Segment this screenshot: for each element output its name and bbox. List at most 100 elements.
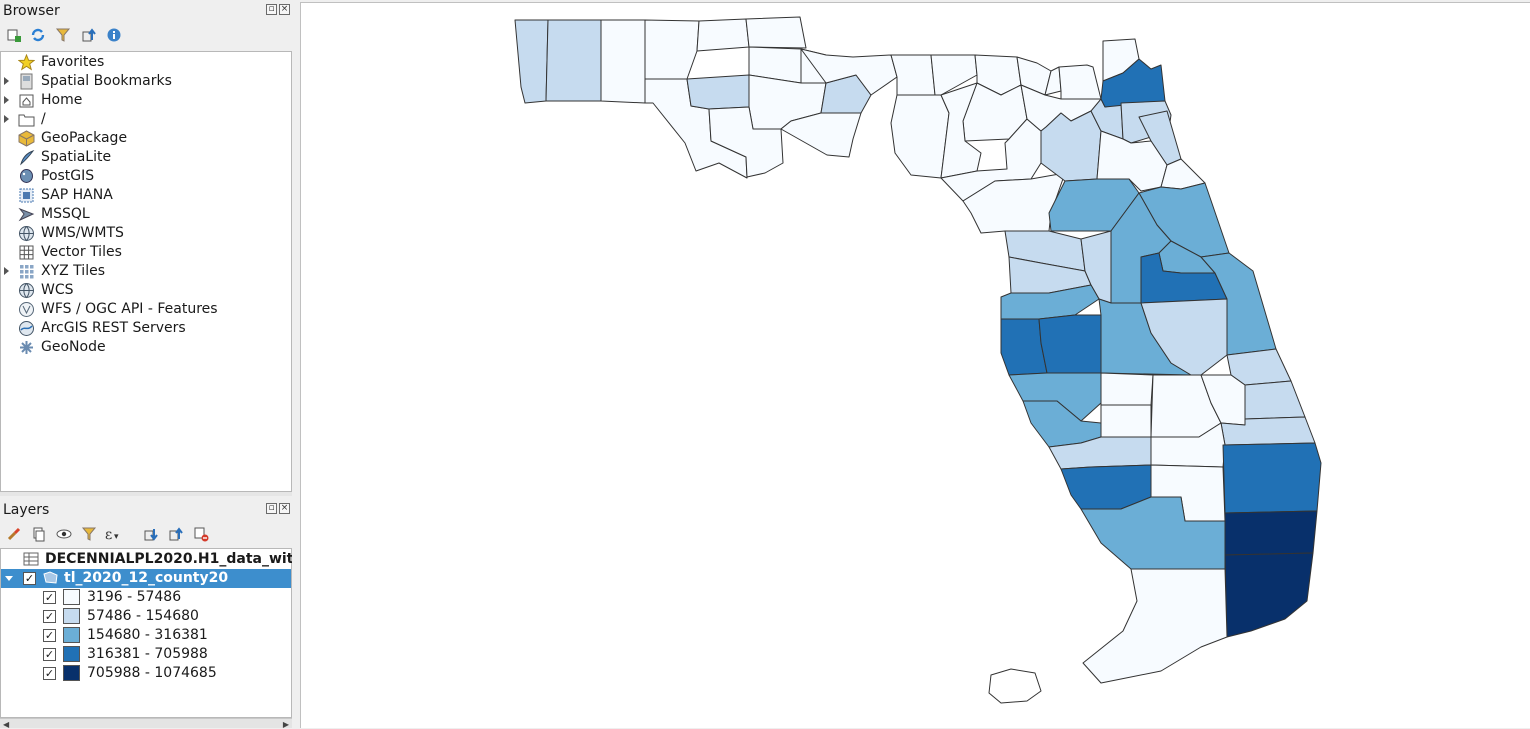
browser-item[interactable]: SpatiaLite <box>1 148 291 167</box>
filter-icon <box>55 28 71 42</box>
browser-item-label: XYZ Tiles <box>41 263 105 279</box>
geonode-icon <box>18 339 35 356</box>
browser-item[interactable]: SAP HANA <box>1 186 291 205</box>
county-polygon <box>1058 64 1102 100</box>
legend-color-swatch <box>63 627 80 643</box>
county-polygon <box>644 19 700 80</box>
scroll-left-icon[interactable]: ◀ <box>3 720 10 729</box>
layers-horizontal-scrollbar[interactable]: ◀ ▶ <box>0 718 292 729</box>
browser-item[interactable]: WFS / OGC API - Features <box>1 300 291 319</box>
folder-icon <box>18 111 35 128</box>
collapse-arrow-icon[interactable] <box>5 576 13 581</box>
filter-browser-button[interactable] <box>52 24 74 46</box>
browser-item[interactable]: Favorites <box>1 53 291 72</box>
legend-class-row[interactable]: ✓ 705988 - 1074685 <box>1 664 291 683</box>
legend-class-checkbox[interactable]: ✓ <box>43 610 56 623</box>
county-polygon <box>890 94 950 179</box>
county-polygon <box>1038 314 1102 374</box>
add-selected-layers-button[interactable] <box>3 24 25 46</box>
svg-text:ε: ε <box>105 527 112 542</box>
map-canvas[interactable] <box>300 2 1530 728</box>
browser-item-label: WMS/WMTS <box>41 225 124 241</box>
browser-item[interactable]: MSSQL <box>1 205 291 224</box>
layer-visibility-checkbox[interactable]: ✓ <box>23 572 36 585</box>
layer-row-county[interactable]: ✓ tl_2020_12_county20 <box>1 569 291 588</box>
globe-icon <box>18 282 35 299</box>
polygon-layer-icon <box>43 571 58 584</box>
filter-by-expression-button[interactable]: ε ▾ <box>104 523 126 545</box>
layer-row-table[interactable]: DECENNIALPL2020.H1_data_with_ <box>1 550 310 569</box>
remove-layer-icon <box>194 527 209 542</box>
browser-item[interactable]: GeoPackage <box>1 129 291 148</box>
browser-panel: Browser ▫ × Favorites Spatial Bookmarks Ho… <box>0 0 292 492</box>
browser-item[interactable]: / <box>1 110 291 129</box>
browser-item[interactable]: Home <box>1 91 291 110</box>
scroll-right-icon[interactable]: ▶ <box>282 720 289 729</box>
browser-item[interactable]: WCS <box>1 281 291 300</box>
expand-arrow-icon[interactable] <box>4 267 9 275</box>
dock-splitter[interactable] <box>292 0 300 728</box>
legend-class-row[interactable]: ✓ 57486 - 154680 <box>1 607 291 626</box>
legend-class-checkbox[interactable]: ✓ <box>43 648 56 661</box>
refresh-icon <box>31 28 45 42</box>
expand-arrow-icon[interactable] <box>4 96 9 104</box>
legend-class-checkbox[interactable]: ✓ <box>43 591 56 604</box>
county-polygon <box>1100 404 1152 438</box>
collapse-all-icon <box>82 28 96 42</box>
legend-class-row[interactable]: ✓ 3196 - 57486 <box>1 588 291 607</box>
florida-county-map <box>514 16 1322 704</box>
county-polygon <box>890 54 936 96</box>
collapse-all-button[interactable] <box>78 24 100 46</box>
county-polygon <box>1222 442 1322 514</box>
grid-icon <box>18 244 35 261</box>
browser-item[interactable]: Vector Tiles <box>1 243 291 262</box>
browser-item-label: MSSQL <box>41 206 90 222</box>
collapse-all-button[interactable] <box>165 523 187 545</box>
browser-item-label: GeoNode <box>41 339 106 355</box>
browser-item[interactable]: ArcGIS REST Servers <box>1 319 291 338</box>
add-group-icon <box>33 527 45 542</box>
manage-visibility-button[interactable] <box>53 523 75 545</box>
legend-class-checkbox[interactable]: ✓ <box>43 667 56 680</box>
browser-item[interactable]: WMS/WMTS <box>1 224 291 243</box>
browser-item-label: WCS <box>41 282 74 298</box>
legend-class-label: 154680 - 316381 <box>87 627 208 643</box>
expand-all-button[interactable] <box>140 523 162 545</box>
browser-item[interactable]: PostGIS <box>1 167 291 186</box>
float-panel-button[interactable]: ▫ <box>266 4 277 15</box>
close-panel-button[interactable]: × <box>279 4 290 15</box>
remove-layer-button[interactable] <box>190 523 212 545</box>
panel-splitter[interactable] <box>0 492 292 496</box>
browser-tree[interactable]: Favorites Spatial Bookmarks Home / GeoPackag… <box>0 51 292 492</box>
expand-arrow-icon[interactable] <box>4 115 9 123</box>
expand-arrow-icon[interactable] <box>4 77 9 85</box>
add-group-button[interactable] <box>28 523 50 545</box>
paintbrush-icon <box>7 527 21 541</box>
browser-panel-title: Browser <box>3 3 60 19</box>
legend-class-label: 316381 - 705988 <box>87 646 208 662</box>
properties-button[interactable] <box>103 24 125 46</box>
county-polygon <box>1082 568 1228 684</box>
close-panel-button[interactable]: × <box>279 503 290 514</box>
spatialite-icon <box>18 149 35 166</box>
legend-class-row[interactable]: ✓ 316381 - 705988 <box>1 645 291 664</box>
refresh-button[interactable] <box>27 24 49 46</box>
style-layer-button[interactable] <box>3 523 25 545</box>
layers-tree[interactable]: DECENNIALPL2020.H1_data_with_ ✓ tl_2020_… <box>0 548 310 718</box>
legend-class-checkbox[interactable]: ✓ <box>43 629 56 642</box>
float-panel-button[interactable]: ▫ <box>266 503 277 514</box>
county-polygon <box>600 19 646 104</box>
browser-item[interactable]: GeoNode <box>1 338 291 357</box>
legend-class-label: 57486 - 154680 <box>87 608 199 624</box>
browser-item-label: SpatiaLite <box>41 149 112 165</box>
layer-name-table: DECENNIALPL2020.H1_data_with_ <box>45 551 311 567</box>
browser-item-label: Favorites <box>41 54 105 70</box>
legend-color-swatch <box>63 665 80 681</box>
legend-class-row[interactable]: ✓ 154680 - 316381 <box>1 626 291 645</box>
county-polygon <box>930 54 978 96</box>
browser-item-label: Spatial Bookmarks <box>41 73 172 89</box>
browser-item[interactable]: XYZ Tiles <box>1 262 291 281</box>
filter-legend-button[interactable] <box>78 523 100 545</box>
browser-toolbar <box>0 22 292 48</box>
browser-item[interactable]: Spatial Bookmarks <box>1 72 291 91</box>
